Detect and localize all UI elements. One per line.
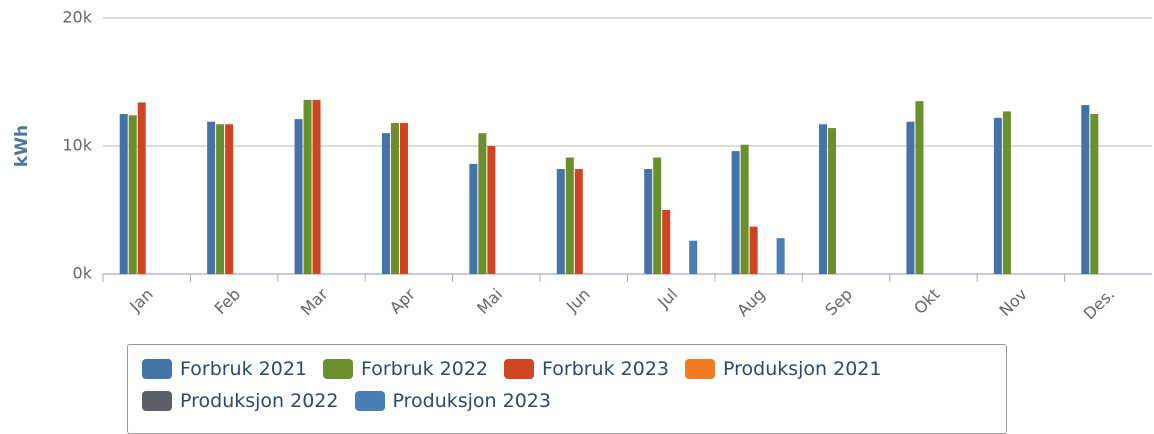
legend-item[interactable]: Produksjon 2022 bbox=[142, 387, 339, 415]
bar bbox=[1090, 114, 1099, 274]
x-tick-label: Sep bbox=[821, 285, 856, 320]
x-tick-label: Des. bbox=[1080, 285, 1119, 324]
x-tick-label: Jan bbox=[125, 285, 157, 317]
chart: kWh 0k 10k 20k Jan Feb Mar Apr Mai Jun Jul Aug Sep O… bbox=[12, 8, 1152, 324]
bar bbox=[478, 133, 487, 274]
legend: Forbruk 2021 Forbruk 2022 Forbruk 2023 Prod… bbox=[127, 344, 1007, 434]
bar bbox=[644, 169, 653, 274]
bar bbox=[689, 240, 698, 274]
bar bbox=[828, 128, 837, 274]
x-tick-label: Okt bbox=[910, 285, 943, 318]
legend-item[interactable]: Forbruk 2022 bbox=[323, 355, 488, 383]
bar bbox=[381, 133, 390, 274]
legend-swatch bbox=[142, 391, 172, 411]
legend-item[interactable]: Forbruk 2023 bbox=[504, 355, 669, 383]
bar bbox=[906, 121, 915, 275]
bar bbox=[740, 144, 749, 274]
bar bbox=[993, 117, 1002, 274]
x-tick-label: Apr bbox=[386, 284, 419, 317]
x-tick-label: Jul bbox=[653, 285, 681, 313]
legend-label: Produksjon 2022 bbox=[180, 390, 339, 412]
bar bbox=[653, 157, 662, 274]
legend-item[interactable]: Produksjon 2023 bbox=[354, 387, 552, 415]
bar bbox=[776, 238, 785, 274]
legend-label: Produksjon 2023 bbox=[392, 390, 552, 412]
bar bbox=[225, 124, 234, 275]
y-tick-label: 20k bbox=[62, 8, 92, 27]
legend-swatch bbox=[354, 391, 385, 411]
legend-swatch bbox=[685, 359, 715, 379]
legend-item[interactable]: Forbruk 2021 bbox=[142, 355, 307, 383]
bar bbox=[662, 210, 671, 274]
bar bbox=[1081, 105, 1090, 274]
bar bbox=[390, 122, 399, 275]
bar bbox=[1002, 111, 1011, 274]
legend-label: Forbruk 2022 bbox=[361, 358, 488, 380]
y-axis-title: kWh bbox=[12, 125, 32, 167]
legend-swatch bbox=[504, 359, 534, 379]
bar bbox=[469, 163, 478, 274]
bar bbox=[137, 102, 146, 274]
x-tick-label: Nov bbox=[995, 285, 1031, 321]
bar bbox=[731, 151, 740, 274]
legend-swatch bbox=[323, 359, 353, 379]
bar bbox=[216, 124, 225, 275]
x-tick-label: Mai bbox=[473, 285, 506, 318]
bar bbox=[303, 99, 312, 274]
x-tick-label: Mar bbox=[297, 284, 332, 319]
bar bbox=[819, 124, 828, 275]
x-tick-label: Aug bbox=[733, 285, 769, 321]
legend-label: Produksjon 2021 bbox=[723, 358, 882, 380]
legend-label: Forbruk 2023 bbox=[542, 358, 669, 380]
bar bbox=[312, 99, 321, 274]
bar bbox=[574, 169, 583, 274]
bar bbox=[128, 115, 137, 274]
x-tick-label: Feb bbox=[211, 285, 244, 318]
bar bbox=[294, 119, 303, 275]
y-tick-label: 10k bbox=[62, 136, 92, 155]
bar bbox=[915, 101, 924, 274]
y-tick-label: 0k bbox=[73, 264, 93, 283]
bar bbox=[749, 226, 758, 274]
x-tick-label: Jun bbox=[562, 285, 594, 317]
legend-swatch bbox=[142, 359, 172, 379]
bar bbox=[207, 121, 216, 275]
page: kWh 0k 10k 20k Jan Feb Mar Apr Mai Jun Jul Aug Sep O… bbox=[12, 7, 1152, 434]
legend-label: Forbruk 2021 bbox=[180, 358, 307, 380]
bar bbox=[119, 114, 128, 274]
bar bbox=[487, 146, 496, 274]
legend-item[interactable]: Produksjon 2021 bbox=[685, 355, 882, 383]
bar bbox=[399, 122, 408, 275]
bar bbox=[556, 169, 565, 274]
bar bbox=[565, 157, 574, 274]
